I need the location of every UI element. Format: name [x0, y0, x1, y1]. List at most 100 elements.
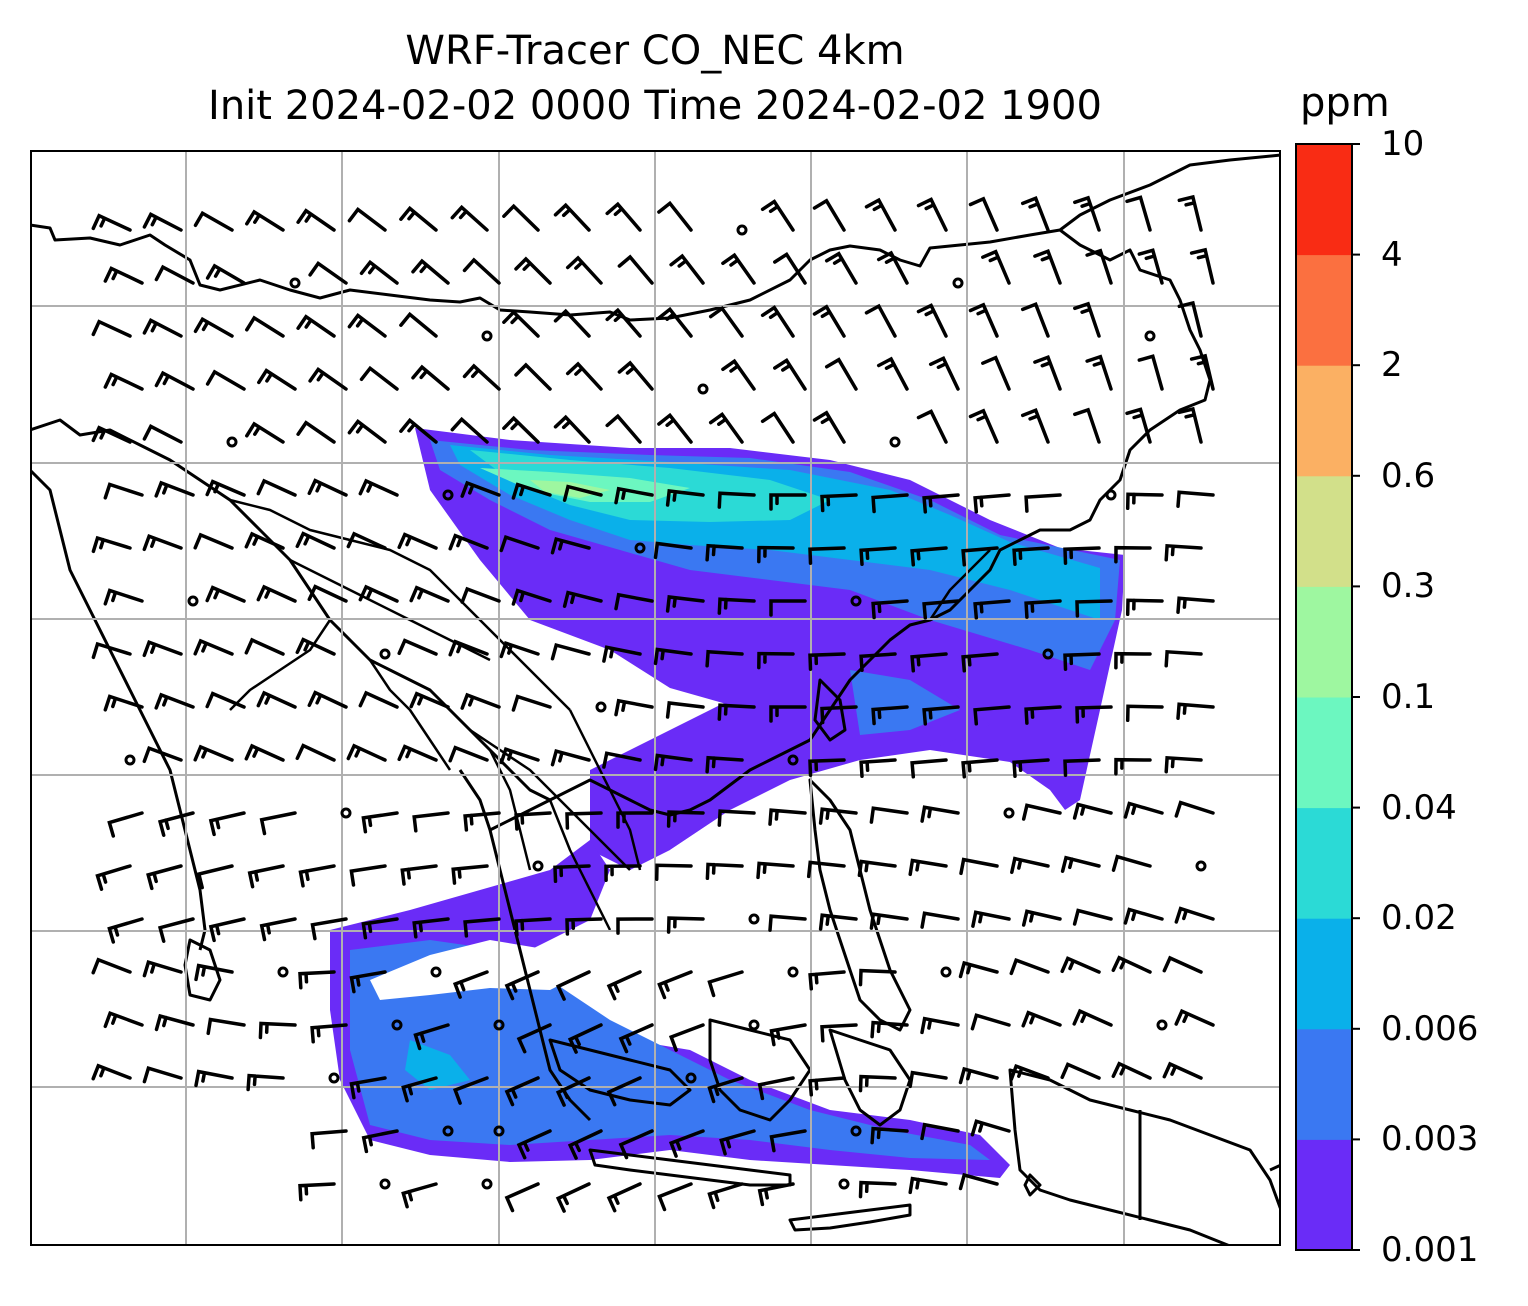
wind-barb — [1125, 598, 1164, 617]
wind-barb — [259, 917, 297, 942]
colorbar-tick-label: 0.003 — [1381, 1119, 1479, 1160]
wind-barb — [567, 1023, 603, 1054]
wind-barb — [705, 649, 744, 668]
wind-barb — [502, 415, 540, 444]
calm-wind-marker — [634, 542, 646, 554]
wind-barb — [1114, 545, 1152, 564]
wind-barb — [1114, 757, 1152, 776]
wind-barb — [1010, 856, 1050, 875]
wind-barb — [1075, 705, 1113, 724]
wind-barb — [657, 306, 693, 338]
wind-barb — [857, 859, 897, 878]
wind-barb — [1137, 248, 1164, 285]
wind-barb — [922, 493, 960, 514]
wind-barb — [970, 1119, 1011, 1137]
wind-barb — [1174, 1008, 1215, 1027]
wind-barb — [1176, 596, 1215, 614]
wind-barb — [361, 1129, 399, 1154]
wind-barb — [666, 916, 705, 934]
wind-barb — [205, 479, 246, 497]
calm-wind-marker — [940, 966, 952, 978]
wind-barb — [450, 416, 489, 444]
wind-barb — [1021, 1010, 1062, 1028]
wind-barb — [616, 917, 654, 935]
wind-barb — [409, 585, 450, 603]
wind-barb — [922, 599, 960, 620]
wind-barb — [349, 864, 387, 887]
wind-barb — [618, 1023, 654, 1054]
wind-barb — [769, 599, 807, 617]
wind-barb — [308, 366, 348, 391]
wind-barb — [1063, 546, 1101, 565]
wind-barb — [657, 412, 693, 444]
wind-barb — [908, 1070, 948, 1089]
calm-wind-marker — [850, 595, 862, 607]
wind-barb — [567, 1129, 603, 1160]
wind-barb — [617, 254, 654, 285]
wind-barb — [142, 424, 183, 444]
wind-barb — [142, 212, 183, 232]
wind-barb — [1174, 800, 1215, 818]
wind-barb — [1073, 301, 1101, 338]
wind-barb — [1009, 1063, 1050, 1082]
colorbar-tick-label: 4 — [1381, 234, 1403, 275]
wind-barb — [409, 691, 450, 709]
wind-barb — [768, 914, 807, 932]
wind-barb — [504, 1182, 540, 1213]
wind-barb — [1072, 1008, 1113, 1027]
wind-barb — [1111, 955, 1152, 974]
wind-barb — [808, 970, 846, 991]
wind-barb — [157, 811, 195, 837]
wind-barb — [516, 1129, 552, 1160]
wind-barb — [757, 651, 795, 670]
wind-barb — [614, 698, 654, 717]
wind-barb — [808, 758, 846, 777]
wind-barb — [812, 410, 846, 444]
wind-barb — [1177, 406, 1203, 444]
wind-barb — [973, 705, 1011, 726]
wind-barb — [910, 546, 948, 567]
calm-wind-marker — [493, 1125, 505, 1137]
wind-barb — [971, 910, 1011, 928]
colorbar-segment — [1296, 365, 1352, 477]
wind-barb — [605, 201, 642, 232]
wind-barb — [194, 963, 234, 982]
wind-barb — [968, 408, 999, 444]
plot-title-line-2: Init 2024-02-02 0000 Time 2024-02-02 190… — [208, 83, 1102, 129]
wind-barb — [103, 372, 144, 391]
wind-barb — [970, 1013, 1011, 1031]
wind-barb — [1060, 956, 1101, 974]
wind-barb — [95, 864, 132, 891]
wind-barb — [1072, 802, 1113, 820]
wind-barb — [757, 1182, 795, 1207]
wind-barb — [616, 811, 654, 829]
wind-barb — [193, 744, 234, 762]
wind-barb — [194, 1069, 234, 1088]
calm-wind-marker — [1042, 648, 1054, 660]
wind-barb — [399, 417, 438, 444]
wind-barb — [669, 253, 705, 285]
colorbar-segment — [1296, 254, 1352, 366]
calm-wind-marker — [481, 330, 493, 342]
wind-barb — [502, 309, 540, 338]
wind-barb — [910, 652, 948, 673]
wind-barb — [820, 705, 858, 725]
wind-barb — [154, 692, 195, 710]
wind-barb — [908, 858, 948, 877]
wind-barb — [871, 493, 909, 514]
wind-barb — [920, 1122, 960, 1141]
wind-barb — [1111, 1061, 1152, 1080]
wind-barb — [605, 413, 642, 444]
colorbar-tick-label: 0.006 — [1381, 1008, 1479, 1049]
wind-barb — [864, 303, 897, 338]
calm-wind-marker — [379, 1178, 391, 1190]
calm-wind-marker — [850, 1125, 862, 1137]
wind-barb — [256, 584, 297, 603]
wind-barb — [719, 1129, 756, 1156]
wind-barb — [705, 755, 744, 774]
wind-barb — [1125, 704, 1164, 723]
wind-barb — [460, 692, 501, 710]
wind-barb — [721, 252, 756, 285]
wind-barb — [717, 491, 756, 509]
wind-barb — [295, 743, 336, 762]
